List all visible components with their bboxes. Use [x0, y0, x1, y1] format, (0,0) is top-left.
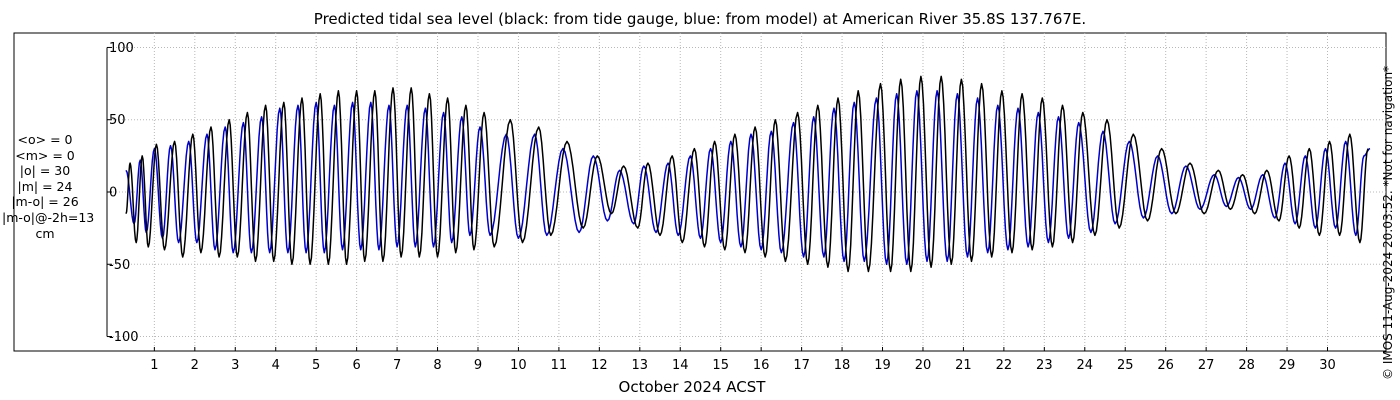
y-tick-label: -50 [109, 258, 130, 273]
x-tick-label: 15 [712, 358, 729, 373]
stat-mean-observed: <o> = 0 [17, 132, 73, 147]
x-tick-label: 21 [955, 358, 972, 373]
y-tick-label: 100 [109, 41, 134, 56]
x-tick-label: 12 [591, 358, 608, 373]
x-tick-label: 1 [150, 358, 158, 373]
series-line-tide-gauge [125, 75, 1369, 273]
x-tick-label: 22 [996, 358, 1013, 373]
x-tick-label: 18 [834, 358, 851, 373]
x-tick-label: 16 [753, 358, 770, 373]
stat-unit: cm [35, 225, 55, 241]
x-tick-label: 28 [1238, 358, 1255, 373]
y-tick-label: -100 [109, 330, 139, 345]
x-tick-label: 29 [1279, 358, 1296, 373]
stats-panel: <o> = 0 <m> = 0 |o| = 30 |m| = 24 |m-o| … [2, 132, 95, 241]
x-tick-label: 20 [915, 358, 932, 373]
stat-abs-model: |m| = 24 [17, 178, 73, 194]
x-tick-label: 11 [551, 358, 568, 373]
x-tick-label: 30 [1319, 358, 1336, 373]
stat-abs-observed: |o| = 30 [19, 163, 71, 179]
x-tick-label: 25 [1117, 358, 1134, 373]
chart-title: Predicted tidal sea level (black: from t… [313, 10, 1087, 28]
x-tick-label: 24 [1077, 358, 1094, 373]
x-tick-label: 8 [433, 358, 441, 373]
x-tick-label: 4 [272, 358, 280, 373]
stat-mean-model: <m> = 0 [15, 147, 75, 163]
stat-abs-diff-lag: |m-o|@-2h=13 [2, 209, 95, 225]
x-tick-label: 5 [312, 358, 320, 373]
x-tick-label: 13 [632, 358, 649, 373]
y-tick-label: 50 [109, 113, 126, 128]
x-tick-label: 17 [793, 358, 810, 373]
x-axis-label: October 2024 ACST [619, 378, 767, 396]
x-tick-label: 23 [1036, 358, 1053, 373]
series-layer [125, 75, 1371, 273]
stat-abs-diff: |m-o| = 26 [11, 194, 79, 210]
x-tick-label: 3 [231, 358, 239, 373]
y-tick-label: 0 [109, 186, 117, 201]
x-tick-label: 7 [393, 358, 401, 373]
x-tick-label: 10 [510, 358, 527, 373]
series-line-model [125, 90, 1371, 266]
x-tick-label: 6 [352, 358, 360, 373]
x-tick-label: 14 [672, 358, 689, 373]
x-tick-label: 27 [1198, 358, 1215, 373]
x-tick-label: 9 [474, 358, 482, 373]
x-tick-label: 26 [1157, 358, 1174, 373]
x-tick-label: 19 [874, 358, 891, 373]
x-tick-label: 2 [191, 358, 199, 373]
